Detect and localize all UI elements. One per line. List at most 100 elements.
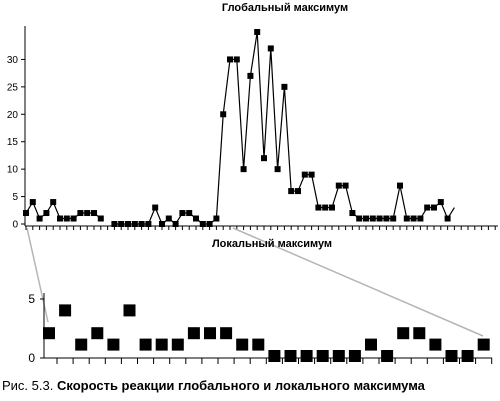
data-point bbox=[43, 327, 55, 340]
data-point bbox=[335, 182, 342, 189]
data-point bbox=[308, 171, 315, 178]
series-points bbox=[43, 304, 490, 362]
data-point bbox=[187, 327, 200, 340]
data-point bbox=[295, 188, 301, 195]
data-point bbox=[444, 215, 451, 222]
data-point bbox=[199, 221, 206, 227]
data-point bbox=[118, 221, 125, 227]
data-point bbox=[165, 215, 172, 222]
series-points bbox=[23, 29, 451, 227]
y-tick-label: 0 bbox=[12, 220, 18, 231]
data-point bbox=[123, 304, 136, 317]
data-point bbox=[363, 215, 369, 222]
data-point bbox=[220, 327, 233, 340]
data-point bbox=[329, 204, 335, 211]
data-point bbox=[97, 215, 104, 222]
data-point bbox=[301, 171, 308, 178]
data-point bbox=[445, 350, 458, 362]
data-point bbox=[349, 210, 356, 217]
data-point bbox=[240, 166, 247, 173]
data-point bbox=[236, 338, 249, 351]
data-point bbox=[381, 350, 394, 362]
data-point bbox=[383, 215, 390, 222]
figure-caption: Рис. 5.3. Скорость реакции глобального и… bbox=[2, 378, 498, 398]
data-point bbox=[477, 338, 490, 351]
data-point bbox=[397, 327, 410, 340]
data-point bbox=[139, 338, 152, 351]
series-line bbox=[114, 31, 455, 225]
data-point bbox=[369, 215, 376, 222]
data-point bbox=[348, 350, 361, 362]
caption-prefix: Рис. 5.3. bbox=[2, 378, 54, 393]
global-chart: Глобальный максимум 0 5 10 15 20 25 30 bbox=[7, 2, 498, 231]
data-point bbox=[332, 350, 345, 362]
data-point bbox=[220, 111, 227, 118]
chart-title: Глобальный максимум bbox=[222, 2, 348, 14]
data-point bbox=[91, 327, 104, 340]
data-point bbox=[36, 215, 43, 222]
data-point bbox=[300, 350, 313, 362]
local-max-annotation: Локальный максимум bbox=[212, 238, 332, 250]
data-point bbox=[23, 210, 29, 217]
y-tick-label: 10 bbox=[7, 165, 19, 176]
data-point bbox=[413, 327, 426, 340]
data-point bbox=[171, 338, 184, 351]
y-ticks: 0 5 10 15 20 25 30 bbox=[7, 55, 25, 231]
data-point bbox=[155, 338, 168, 351]
data-point bbox=[429, 338, 442, 351]
x-ticks bbox=[56, 358, 493, 364]
y-tick-label: 5 bbox=[12, 192, 18, 203]
data-point bbox=[227, 56, 233, 63]
data-point bbox=[111, 221, 118, 227]
data-point bbox=[268, 350, 281, 362]
data-point bbox=[75, 338, 88, 351]
data-point bbox=[59, 304, 72, 317]
data-point bbox=[29, 199, 36, 206]
data-point bbox=[172, 221, 179, 227]
y-tick-label: 20 bbox=[7, 110, 19, 121]
data-point bbox=[107, 338, 120, 351]
data-point bbox=[390, 215, 397, 222]
data-point bbox=[410, 215, 417, 222]
data-point bbox=[376, 215, 383, 222]
data-point bbox=[274, 166, 281, 173]
data-point bbox=[252, 338, 265, 351]
data-point bbox=[63, 215, 70, 222]
data-point bbox=[316, 350, 329, 362]
data-point bbox=[91, 210, 97, 217]
y-ticks: 05 bbox=[28, 292, 44, 365]
data-point bbox=[365, 338, 377, 351]
data-point bbox=[125, 221, 131, 227]
series-lines bbox=[25, 31, 455, 225]
data-point bbox=[403, 215, 410, 222]
data-point bbox=[206, 221, 213, 227]
zoom-connector-right bbox=[232, 227, 484, 337]
data-point bbox=[179, 210, 186, 217]
data-point bbox=[131, 221, 138, 227]
data-point bbox=[254, 29, 261, 35]
data-point bbox=[281, 83, 288, 90]
data-point bbox=[152, 204, 159, 211]
data-point bbox=[138, 221, 145, 227]
data-point bbox=[43, 210, 50, 217]
data-point bbox=[145, 221, 152, 227]
data-point bbox=[247, 72, 254, 79]
data-point bbox=[461, 350, 474, 362]
x-ticks bbox=[25, 226, 496, 230]
data-point bbox=[84, 210, 91, 217]
data-point bbox=[70, 215, 77, 222]
y-tick-label: 0 bbox=[28, 351, 35, 365]
data-point bbox=[213, 215, 220, 222]
data-point bbox=[50, 199, 57, 206]
data-point bbox=[397, 182, 403, 189]
data-point bbox=[417, 215, 424, 222]
data-point bbox=[431, 204, 437, 211]
caption-text: Скорость реакции глобального и локальног… bbox=[56, 378, 425, 393]
data-point bbox=[261, 155, 267, 162]
y-tick-label: 15 bbox=[7, 137, 19, 148]
data-point bbox=[77, 210, 84, 217]
data-point bbox=[284, 350, 297, 362]
local-chart: 05 bbox=[28, 292, 493, 365]
data-point bbox=[186, 210, 193, 217]
